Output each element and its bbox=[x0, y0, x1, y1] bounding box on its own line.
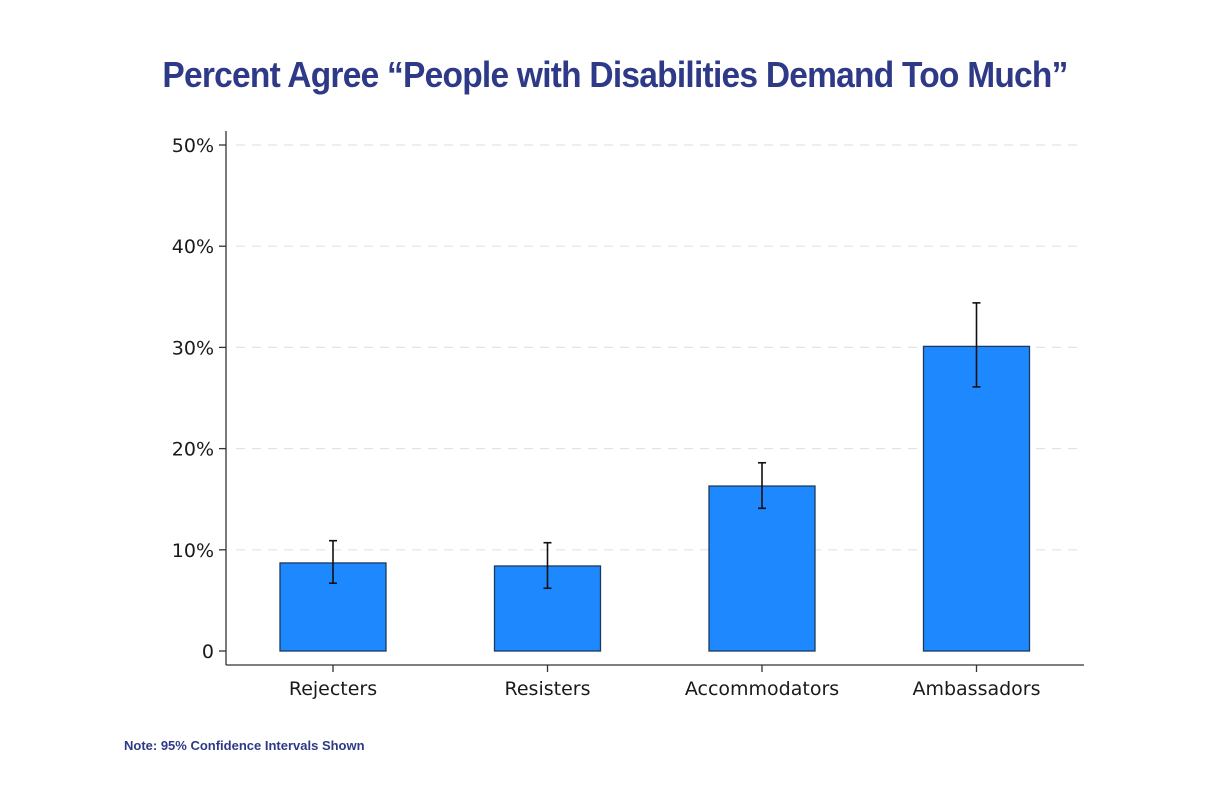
bars bbox=[279, 345, 1031, 652]
bar-accommodators bbox=[708, 485, 816, 652]
chart-title: Percent Agree “People with Disabilities … bbox=[162, 54, 1068, 95]
x-tick-label: Resisters bbox=[505, 678, 591, 700]
error-bars bbox=[329, 302, 981, 590]
y-tick-label: 0 bbox=[202, 641, 214, 663]
y-tick-label: 10% bbox=[172, 540, 214, 562]
bar-ambassadors bbox=[922, 345, 1031, 652]
x-tick-label: Accommodators bbox=[685, 678, 839, 700]
y-tick-label: 30% bbox=[172, 337, 214, 359]
y-tick-label: 20% bbox=[172, 439, 214, 461]
chart-note: Note: 95% Confidence Intervals Shown bbox=[124, 738, 365, 753]
axis-labels: 0 10% 20% 30% 40% 50% Rejecters Resisters Accomm… bbox=[172, 135, 1041, 700]
x-tick-label: Rejecters bbox=[289, 678, 377, 700]
x-tick-label: Ambassadors bbox=[912, 678, 1040, 700]
y-tick-label: 40% bbox=[172, 236, 214, 258]
axes bbox=[219, 131, 1084, 672]
y-tick-label: 50% bbox=[172, 135, 214, 157]
